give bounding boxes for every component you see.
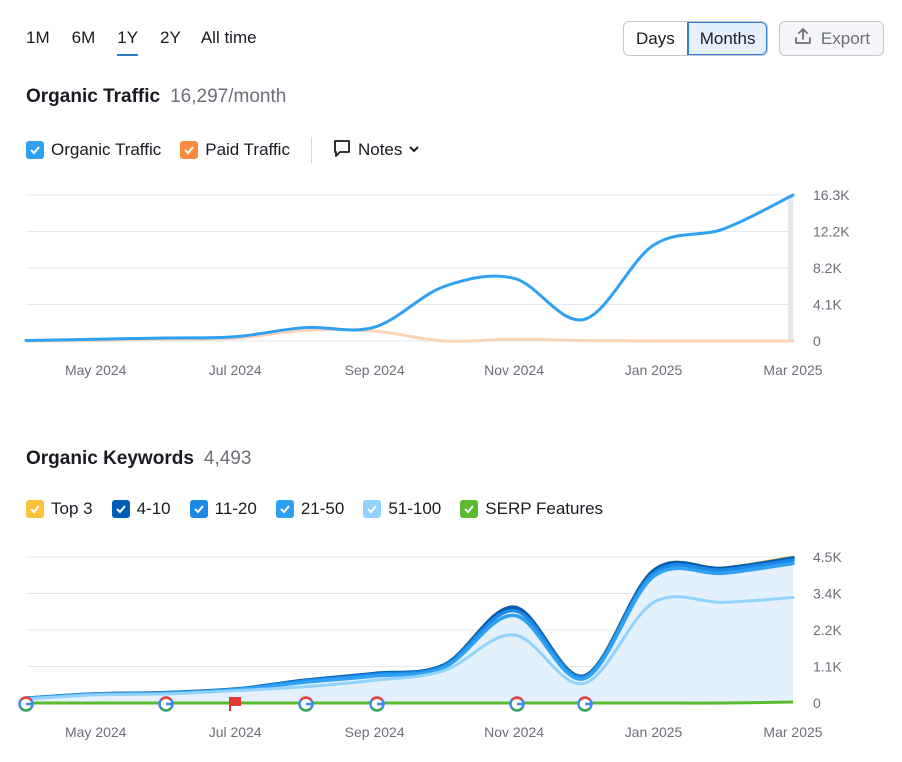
- range-tab-1m[interactable]: 1M: [26, 28, 50, 47]
- google-g-red-arc: [20, 696, 32, 701]
- google-g-red-arc: [371, 696, 383, 701]
- legend-label: Organic Traffic: [51, 140, 162, 159]
- keywords-legend: Top 3 4-10 11-20 21-50 51-100 SERP Featu…: [26, 499, 622, 519]
- checkbox-icon: [180, 141, 199, 159]
- checkbox-icon: [111, 500, 130, 518]
- export-icon: [793, 26, 813, 51]
- x-tick-label: Jan 2025: [625, 362, 683, 378]
- legend-label: Paid Traffic: [205, 140, 290, 159]
- y-tick-label: 16.3K: [813, 187, 850, 203]
- organic-traffic-chart[interactable]: 16.3K 12.2K 8.2K 4.1K 0 May 2024 Jul 2024 Sep 2…: [0, 0, 902, 400]
- google-g-green-arc: [20, 707, 32, 712]
- google-update-icon: [509, 696, 525, 712]
- legend-21-50[interactable]: 21-50: [275, 499, 345, 519]
- google-g-green-arc: [160, 707, 172, 712]
- notes-label: Notes: [357, 140, 403, 159]
- checkbox-icon: [189, 500, 208, 518]
- google-update-icon: [577, 696, 593, 712]
- series-line-organic-traffic: [24, 193, 795, 343]
- google-g-green-arc: [579, 707, 591, 712]
- google-update-icon: [369, 696, 385, 712]
- traffic-legend: Organic Traffic Paid Traffic Notes: [26, 137, 420, 163]
- x-tick-label: May 2024: [65, 724, 127, 740]
- y-tick-label: 2.2K: [813, 622, 842, 638]
- legend-divider: [310, 137, 312, 163]
- traffic-heading: Organic Traffic 16,297/month: [26, 86, 286, 108]
- comment-icon: [332, 138, 352, 163]
- x-tick-label: Nov 2024: [484, 724, 544, 740]
- checkbox-icon: [26, 141, 44, 159]
- range-tab-1y[interactable]: 1Y: [117, 28, 138, 56]
- flag-body: [230, 697, 241, 706]
- y-tick-label: 1.1K: [813, 659, 842, 675]
- y-tick-label: 3.4K: [813, 586, 842, 602]
- traffic-title: Organic Traffic: [26, 86, 161, 107]
- google-g-green-arc: [371, 707, 383, 712]
- months-button[interactable]: Months: [686, 22, 768, 55]
- range-tab-all-time[interactable]: All time: [200, 28, 257, 47]
- legend-11-20[interactable]: 11-20: [189, 499, 257, 519]
- keywords-value: 4,493: [203, 448, 252, 469]
- legend-label: 11-20: [214, 499, 257, 518]
- y-tick-label: 0: [813, 333, 821, 349]
- y-tick-label: 12.2K: [813, 224, 850, 240]
- range-tab-2y[interactable]: 2Y: [160, 28, 181, 47]
- x-tick-label: Sep 2024: [345, 724, 405, 740]
- google-g-red-arc: [511, 696, 523, 701]
- legend-label: Top 3: [51, 499, 93, 518]
- days-button[interactable]: Days: [636, 29, 675, 48]
- date-range-tabs: 1M 6M 1Y 2Y All time: [26, 28, 257, 56]
- legend-label: 51-100: [388, 499, 442, 518]
- legend-paid-traffic[interactable]: Paid Traffic: [180, 140, 290, 160]
- legend-top-3[interactable]: Top 3: [26, 499, 93, 519]
- x-tick-label: May 2024: [65, 362, 127, 378]
- series-line-51-100: [24, 595, 795, 701]
- y-tick-label: 4.1K: [813, 297, 842, 313]
- google-g-green-arc: [511, 707, 523, 712]
- legend-serp-features[interactable]: SERP Features: [460, 499, 603, 519]
- checkbox-icon: [363, 500, 382, 518]
- current-period-marker: [788, 195, 793, 341]
- google-update-icon: [18, 696, 34, 712]
- export-label: Export: [820, 28, 871, 48]
- legend-label: 4-10: [136, 499, 171, 518]
- x-tick-label: Jul 2024: [209, 362, 262, 378]
- checkbox-icon: [275, 500, 294, 518]
- traffic-value: 16,297/month: [170, 86, 287, 107]
- x-tick-label: Sep 2024: [345, 362, 405, 378]
- checkbox-icon: [26, 500, 44, 518]
- google-g-red-arc: [160, 696, 172, 701]
- keywords-title: Organic Keywords: [26, 448, 194, 469]
- google-g-green-arc: [300, 707, 312, 712]
- y-tick-label: 8.2K: [813, 260, 842, 276]
- chevron-down-icon: [408, 140, 420, 160]
- granularity-toggle: Days Months: [623, 21, 769, 56]
- export-button[interactable]: Export: [779, 21, 884, 56]
- google-g-red-arc: [579, 696, 591, 701]
- range-tab-6m[interactable]: 6M: [71, 28, 96, 47]
- keywords-heading: Organic Keywords 4,493: [26, 448, 251, 470]
- note-flag-icon: [229, 697, 241, 711]
- google-update-icon: [298, 696, 314, 712]
- legend-label: 21-50: [300, 499, 345, 518]
- x-tick-label: Jan 2025: [625, 724, 683, 740]
- x-tick-label: Mar 2025: [763, 362, 822, 378]
- legend-51-100[interactable]: 51-100: [363, 499, 441, 519]
- notes-dropdown[interactable]: Notes: [332, 138, 420, 163]
- x-tick-label: Jul 2024: [209, 724, 262, 740]
- keywords-area-fill: [26, 557, 793, 703]
- x-tick-label: Nov 2024: [484, 362, 544, 378]
- legend-label: SERP Features: [485, 499, 604, 518]
- y-tick-label: 4.5K: [813, 549, 842, 565]
- checkbox-icon: [460, 500, 479, 518]
- series-line-serp-features: [26, 700, 794, 705]
- google-update-icon: [158, 696, 174, 712]
- google-g-red-arc: [300, 696, 312, 701]
- legend-4-10[interactable]: 4-10: [111, 499, 171, 519]
- x-tick-label: Mar 2025: [763, 724, 822, 740]
- legend-organic-traffic[interactable]: Organic Traffic: [26, 140, 161, 160]
- y-tick-label: 0: [813, 695, 821, 711]
